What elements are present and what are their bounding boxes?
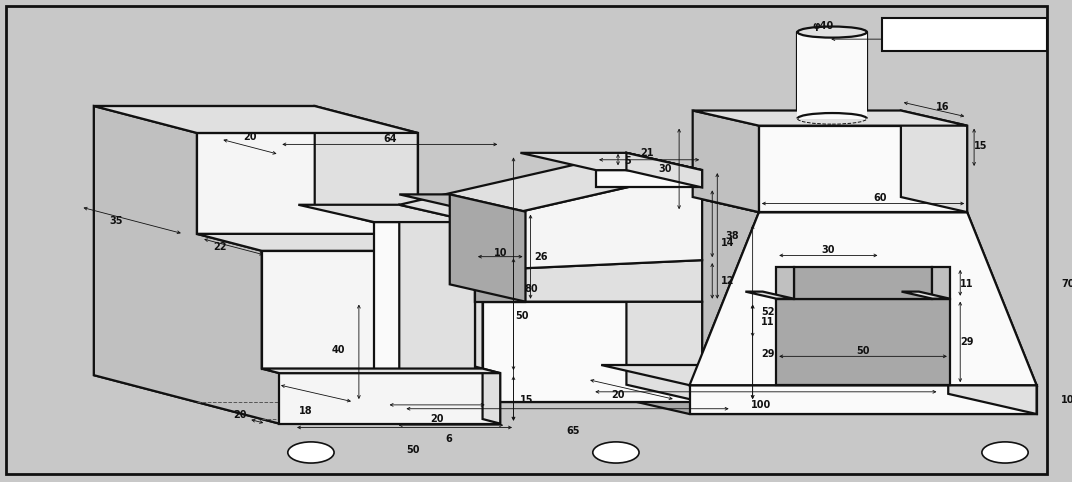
Polygon shape (280, 373, 501, 424)
Polygon shape (520, 153, 702, 170)
Text: 50: 50 (406, 445, 420, 455)
Polygon shape (298, 205, 626, 385)
Polygon shape (689, 212, 1037, 385)
Polygon shape (601, 192, 759, 385)
Text: 10: 10 (1061, 395, 1072, 404)
Polygon shape (315, 106, 418, 234)
Polygon shape (399, 284, 702, 302)
Text: 1: 1 (306, 446, 316, 460)
Text: 3: 3 (1000, 446, 1010, 460)
Polygon shape (399, 205, 475, 402)
Polygon shape (399, 153, 702, 222)
Circle shape (593, 442, 639, 463)
Polygon shape (693, 110, 967, 126)
Text: 11: 11 (961, 279, 973, 289)
Polygon shape (601, 365, 1037, 385)
Text: Вариант 12: Вариант 12 (921, 28, 1008, 41)
Text: 30: 30 (821, 245, 835, 254)
Text: 11: 11 (761, 318, 774, 327)
Text: 18: 18 (299, 406, 313, 415)
Polygon shape (900, 110, 967, 212)
Text: 22: 22 (213, 242, 227, 252)
Text: 20: 20 (233, 410, 247, 420)
Text: 20: 20 (243, 132, 256, 142)
Polygon shape (798, 32, 867, 119)
Polygon shape (94, 106, 280, 424)
Circle shape (287, 442, 334, 463)
Text: 50: 50 (516, 311, 530, 321)
Polygon shape (298, 205, 374, 402)
Circle shape (982, 442, 1028, 463)
Polygon shape (197, 234, 482, 251)
Ellipse shape (798, 27, 867, 38)
Polygon shape (94, 106, 315, 375)
Text: 50: 50 (857, 346, 869, 356)
Polygon shape (879, 192, 1037, 385)
Polygon shape (450, 194, 525, 302)
Text: 6: 6 (445, 434, 452, 443)
Polygon shape (94, 375, 501, 424)
Polygon shape (626, 153, 702, 187)
Polygon shape (475, 260, 702, 302)
Polygon shape (693, 110, 759, 212)
Polygon shape (262, 251, 482, 369)
Text: 10: 10 (493, 248, 507, 258)
Polygon shape (949, 365, 1037, 414)
Polygon shape (671, 192, 967, 212)
Polygon shape (626, 153, 702, 402)
Polygon shape (374, 222, 475, 402)
Polygon shape (418, 234, 482, 369)
Polygon shape (745, 292, 793, 299)
Polygon shape (197, 133, 418, 234)
Text: 38: 38 (726, 231, 740, 241)
Polygon shape (776, 299, 950, 385)
Polygon shape (475, 212, 525, 302)
Text: 16: 16 (937, 102, 950, 112)
Polygon shape (759, 126, 967, 212)
Text: 30: 30 (658, 164, 672, 174)
Polygon shape (689, 385, 1037, 414)
Text: 5: 5 (625, 156, 631, 166)
Text: 15: 15 (520, 395, 534, 405)
Polygon shape (933, 267, 950, 299)
Polygon shape (482, 369, 501, 424)
Polygon shape (399, 194, 525, 212)
Polygon shape (902, 292, 950, 299)
Polygon shape (776, 267, 793, 299)
Text: 29: 29 (961, 337, 973, 347)
Text: 12: 12 (720, 276, 734, 286)
Text: 100: 100 (751, 400, 772, 410)
Text: 60: 60 (874, 193, 888, 203)
Polygon shape (626, 284, 702, 402)
Text: 2: 2 (611, 446, 621, 460)
Text: 52: 52 (761, 307, 774, 317)
Polygon shape (94, 106, 418, 133)
Text: 80: 80 (524, 284, 538, 294)
Text: 15: 15 (974, 141, 987, 151)
Text: 40: 40 (332, 345, 345, 355)
Polygon shape (298, 385, 702, 402)
Text: 64: 64 (383, 134, 397, 144)
Text: 29: 29 (761, 348, 774, 359)
Text: 26: 26 (534, 252, 548, 262)
Text: 20: 20 (611, 390, 624, 400)
Text: 70: 70 (1061, 279, 1072, 289)
Polygon shape (475, 170, 702, 270)
Polygon shape (601, 192, 949, 394)
Polygon shape (475, 302, 702, 402)
Polygon shape (793, 267, 933, 299)
Text: 21: 21 (640, 148, 653, 158)
Polygon shape (601, 394, 1037, 414)
Text: 65: 65 (567, 427, 580, 436)
Bar (882, 18, 1047, 51)
Polygon shape (262, 369, 501, 373)
Text: φ40: φ40 (813, 21, 834, 31)
Polygon shape (298, 205, 475, 222)
Text: 35: 35 (109, 216, 122, 226)
Text: 20: 20 (430, 414, 444, 424)
Text: 14: 14 (720, 238, 734, 248)
Polygon shape (596, 170, 702, 187)
